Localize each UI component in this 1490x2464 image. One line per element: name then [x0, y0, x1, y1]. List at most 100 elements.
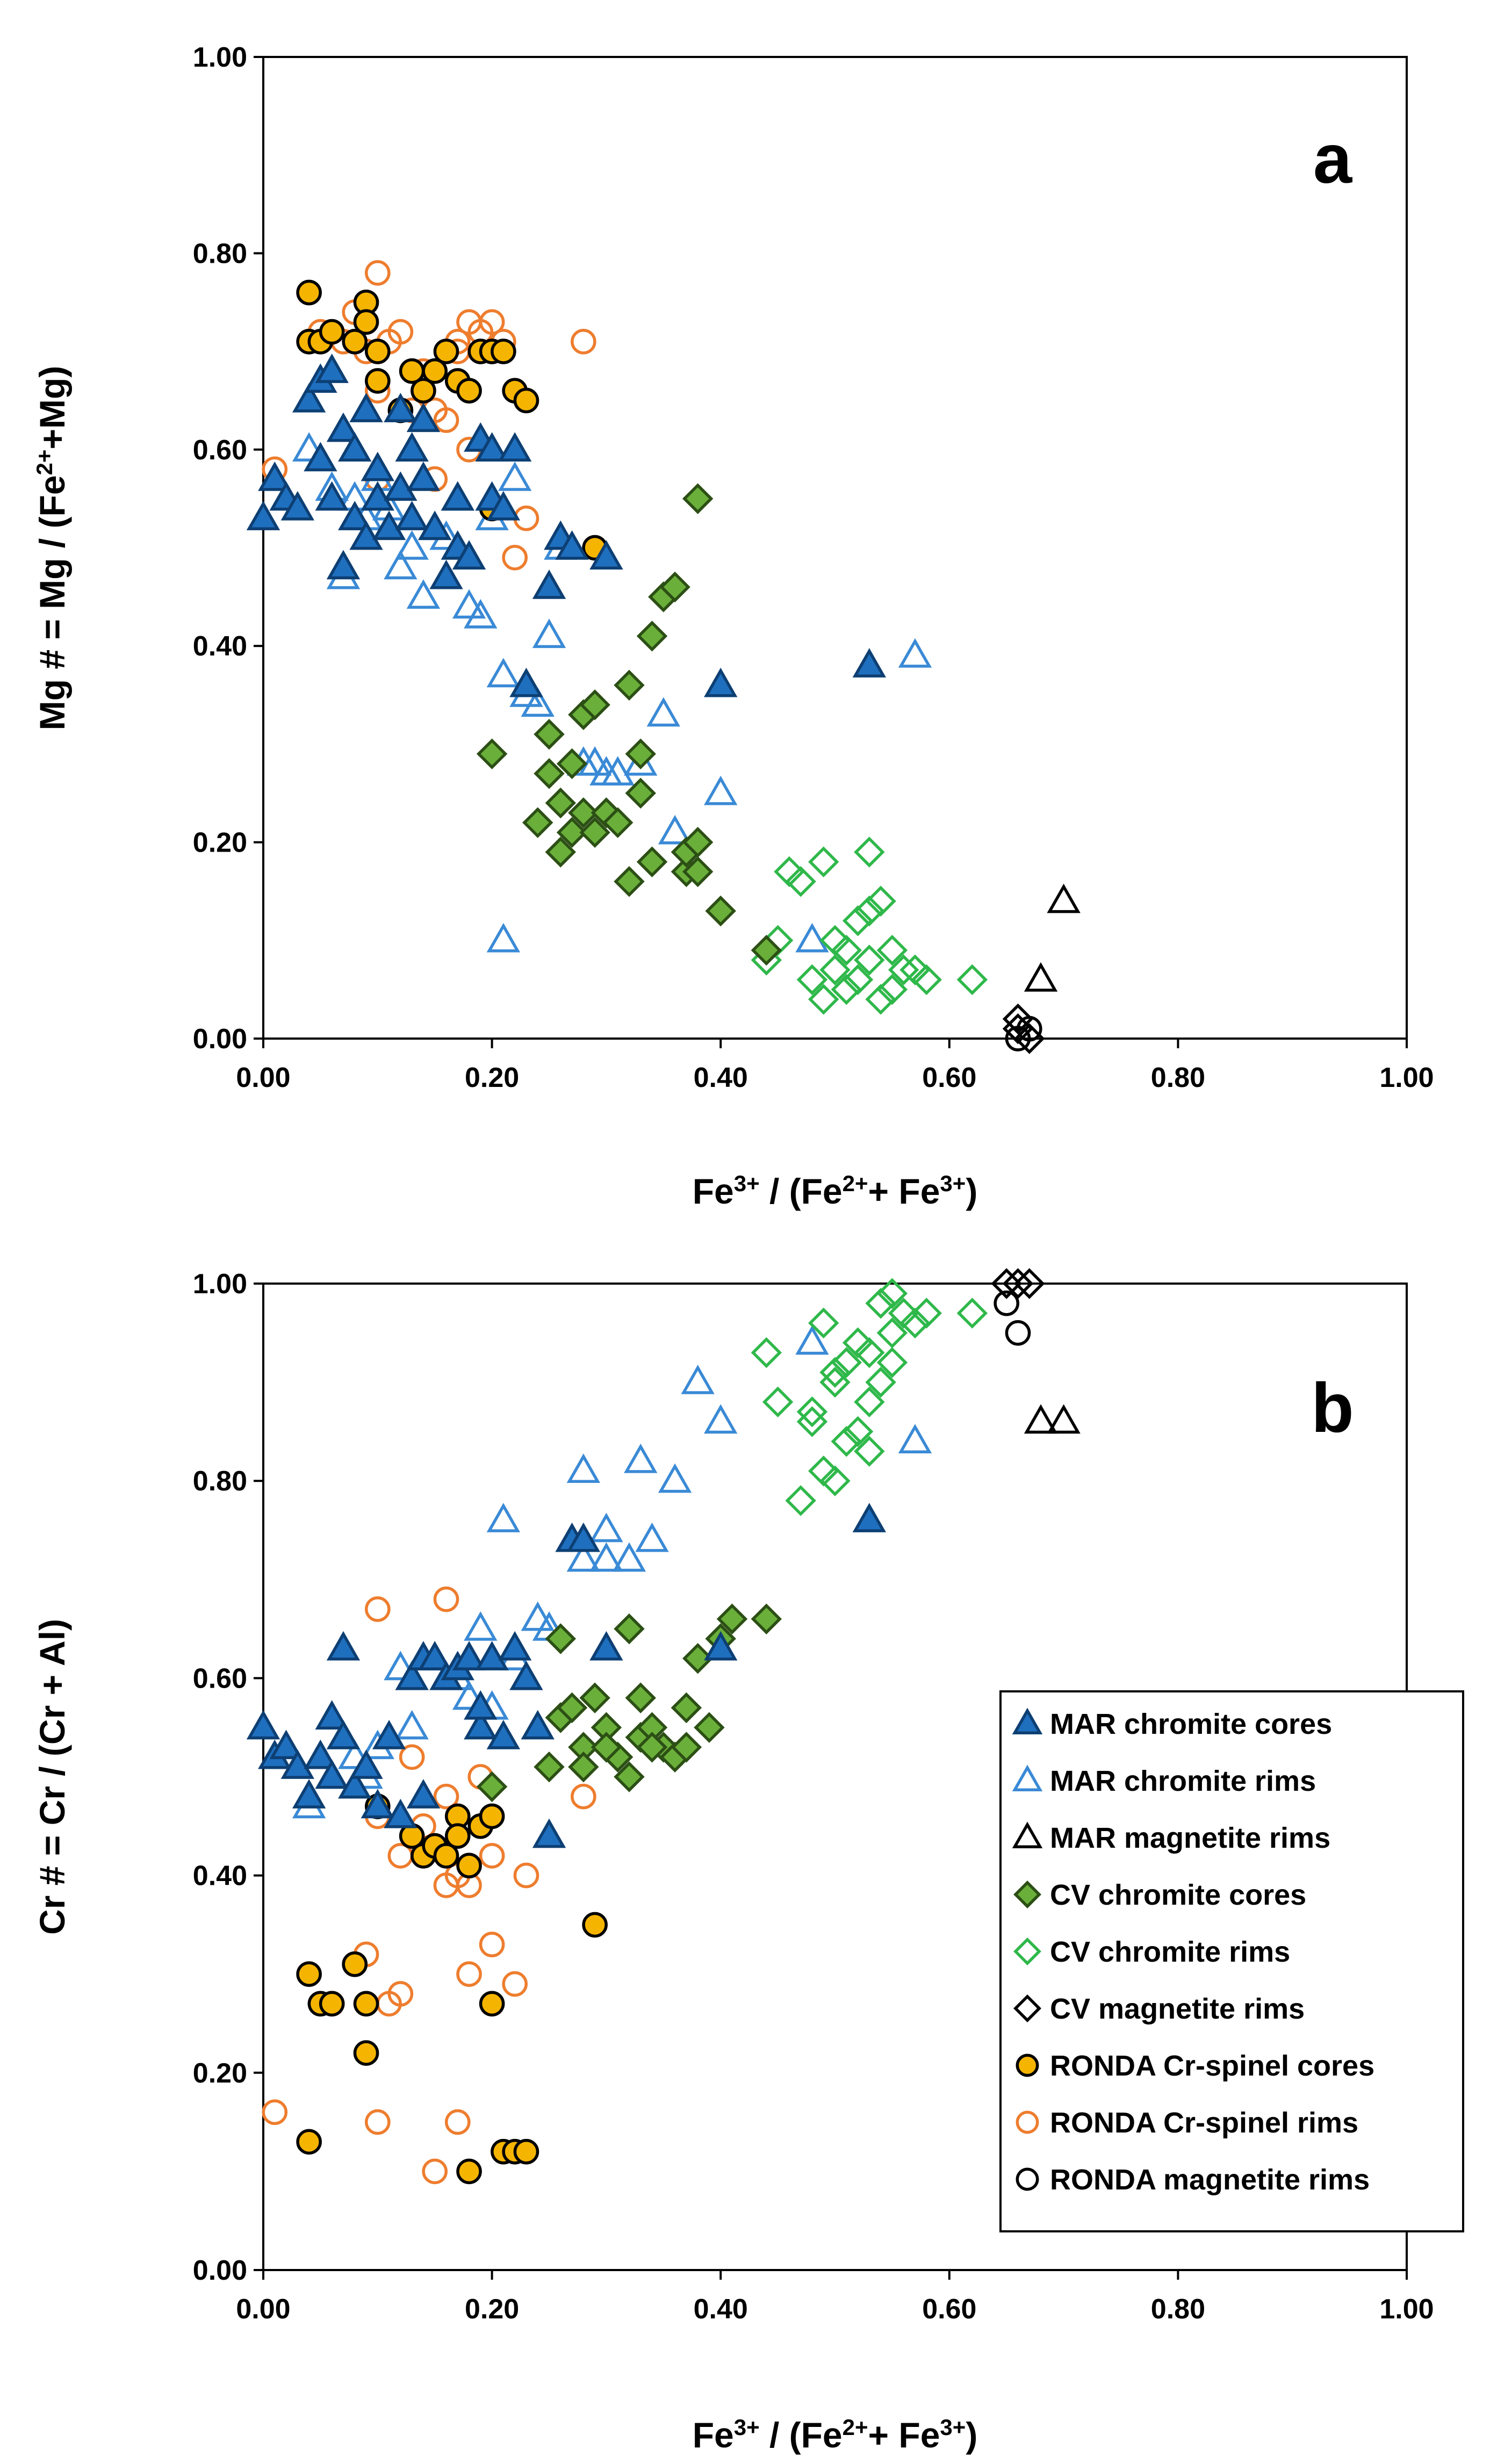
data-point: [898, 638, 932, 668]
data-point: [671, 1692, 702, 1724]
data-point: [292, 432, 326, 462]
data-point: [571, 1783, 596, 1810]
legend-marker: [1016, 2167, 1039, 2191]
data-point: [534, 718, 565, 750]
legend-marker: [1013, 1881, 1041, 1908]
data-point: [534, 1751, 565, 1783]
data-point: [338, 432, 372, 462]
data-point: [636, 621, 668, 652]
y-tick-label: 0.40: [193, 1861, 247, 1892]
data-point: [338, 501, 372, 530]
x-tick-label: 0.60: [922, 2294, 976, 2325]
data-point: [364, 2109, 391, 2135]
data-point: [372, 510, 406, 541]
data-point: [315, 1700, 349, 1730]
data-point: [865, 885, 896, 917]
data-point: [795, 923, 829, 953]
data-point: [422, 358, 448, 384]
legend-item: CV chromite cores: [1013, 1879, 1306, 1911]
data-point: [1016, 1015, 1042, 1042]
series-cv-rims: [751, 837, 988, 1015]
y-tick-label: 0.80: [193, 1466, 247, 1497]
panel-label: b: [1311, 1368, 1354, 1447]
data-point: [785, 866, 816, 897]
data-point: [361, 481, 394, 511]
data-point: [326, 1631, 361, 1661]
data-point: [842, 1416, 874, 1447]
data-point: [444, 1823, 471, 1849]
data-point: [1024, 1404, 1058, 1434]
data-point: [898, 1424, 932, 1453]
x-tick-label: 0.20: [465, 1062, 519, 1093]
data-point: [589, 540, 623, 570]
data-point: [456, 378, 482, 404]
panel-a: 0.00 0.20 0.40 0.60 0.80 1.00 0.00 0.20 0.40 0.60…: [32, 42, 1434, 1211]
data-point: [486, 1720, 521, 1749]
data-point: [292, 1779, 326, 1809]
y-tick-label: 0.40: [193, 631, 247, 662]
data-point: [384, 471, 418, 501]
x-tick-label: 0.40: [694, 1062, 748, 1093]
data-point: [353, 1991, 379, 2017]
y-tick-label: 1.00: [193, 42, 247, 73]
data-point: [1047, 1404, 1081, 1434]
data-point: [521, 1710, 555, 1740]
data-point: [304, 442, 337, 472]
series-mar-cores: [246, 1503, 887, 1848]
legend-marker: [1012, 1764, 1043, 1792]
series-cv-mag: [991, 1268, 1045, 1299]
data-point: [395, 1660, 429, 1690]
plot-frame: [262, 56, 1408, 1040]
legend-label: CV magnetite rims: [1050, 1993, 1305, 2025]
data-point: [372, 1720, 406, 1749]
data-point: [384, 393, 418, 422]
legend-item: MAR magnetite rims: [1012, 1821, 1330, 1854]
data-point: [502, 1971, 528, 1997]
y-tick-label: 0.60: [193, 435, 247, 466]
data-point: [296, 1961, 322, 1987]
x-tick-label: 1.00: [1379, 2294, 1434, 2325]
data-point: [452, 589, 486, 619]
data-point: [796, 1406, 828, 1437]
data-point: [464, 1710, 498, 1740]
data-point: [476, 738, 508, 769]
data-point: [578, 746, 612, 776]
data-point: [582, 1912, 608, 1938]
y-tick-label: 1.00: [193, 1269, 247, 1300]
data-point: [262, 2099, 288, 2126]
data-point: [433, 1586, 459, 1612]
data-point: [566, 1542, 601, 1572]
data-point: [475, 1641, 509, 1670]
series-mar-mag: [1024, 1404, 1081, 1434]
data-point: [646, 697, 680, 727]
data-point: [854, 895, 885, 927]
series-mar-mag: [1024, 883, 1081, 992]
data-point: [418, 510, 452, 541]
legend-marker: [1013, 1994, 1041, 2022]
legend: MAR chromite cores MAR chromite rims MAR m…: [999, 1690, 1464, 2232]
legend-label: CV chromite rims: [1050, 1936, 1290, 1968]
data-point: [658, 815, 692, 845]
data-point: [671, 1732, 702, 1763]
legend-marker: [1013, 1937, 1041, 1965]
data-point: [865, 1287, 896, 1319]
data-point: [682, 1642, 714, 1674]
data-point: [704, 667, 738, 697]
data-point: [994, 1290, 1020, 1316]
data-point: [315, 354, 349, 383]
x-tick-label: 0.60: [922, 1062, 976, 1093]
data-point: [591, 1732, 622, 1763]
data-point: [796, 1396, 828, 1428]
legend-label: CV chromite cores: [1050, 1879, 1306, 1911]
data-point: [342, 1951, 368, 1977]
data-point: [831, 1347, 862, 1378]
data-point: [704, 775, 738, 805]
data-point: [433, 1843, 459, 1869]
data-point: [704, 1404, 738, 1434]
data-point: [387, 319, 414, 345]
data-point: [258, 462, 292, 491]
y-tick-label: 0.00: [193, 1024, 247, 1055]
data-point: [589, 1512, 623, 1543]
data-point: [498, 1631, 532, 1661]
data-point: [795, 1325, 829, 1355]
